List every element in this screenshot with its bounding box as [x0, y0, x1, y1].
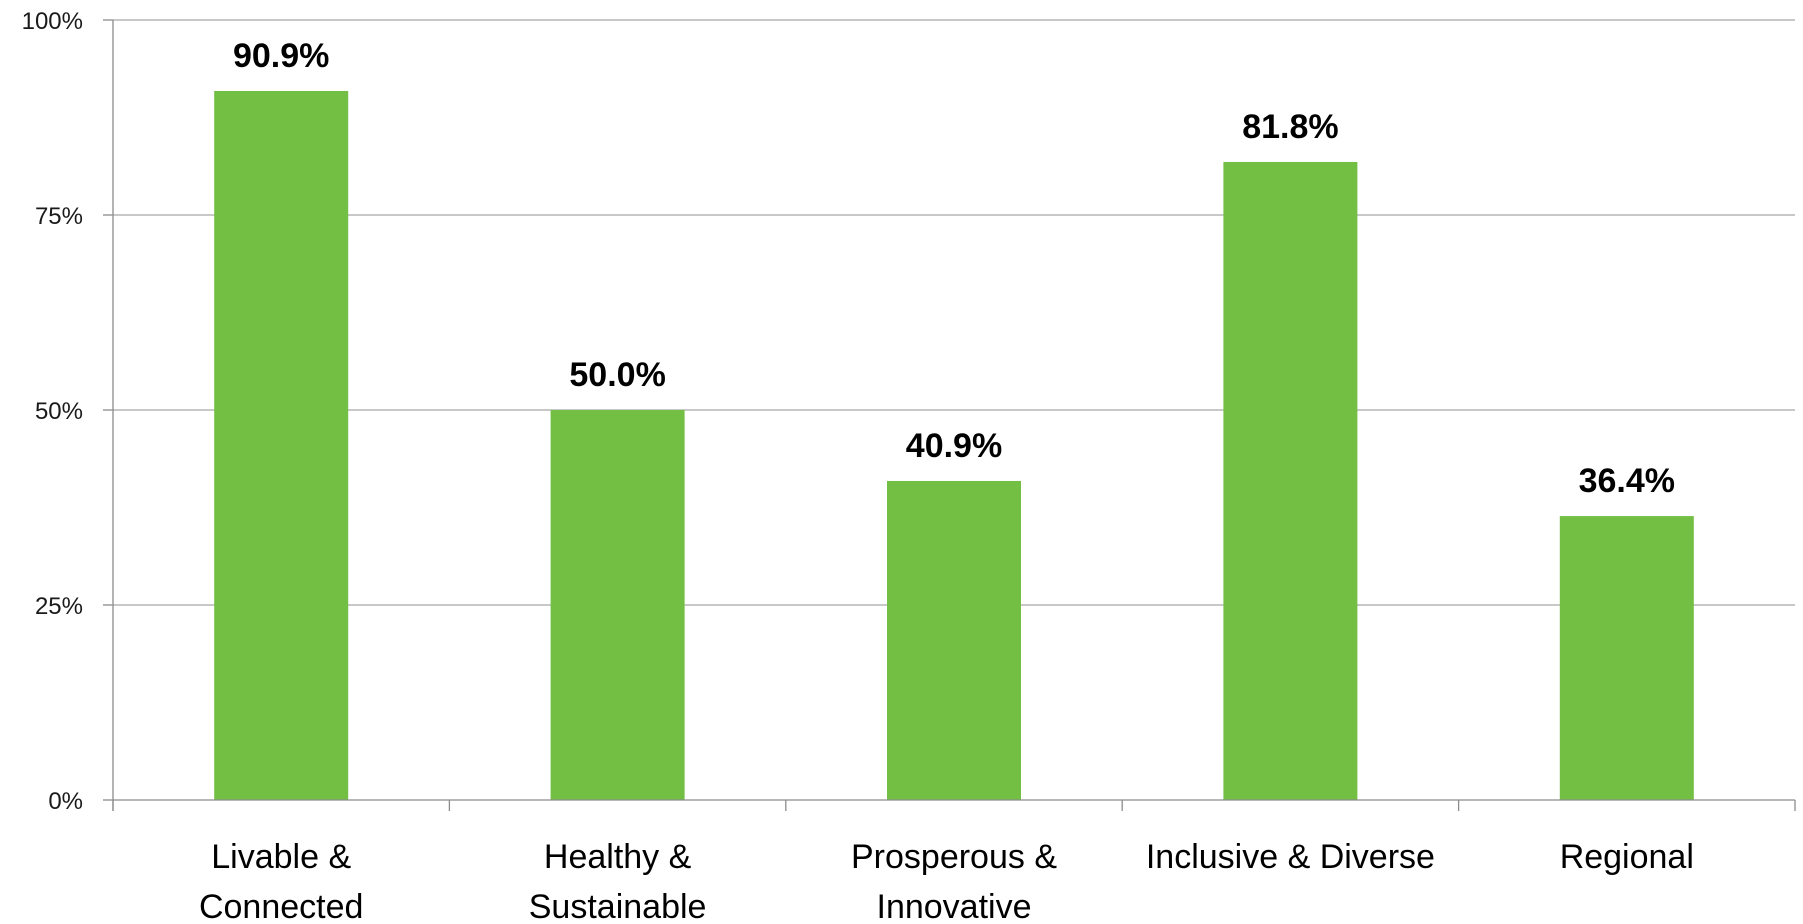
y-tick-label: 75%: [35, 203, 83, 230]
y-tick-label: 100%: [22, 8, 83, 35]
data-label: 40.9%: [906, 427, 1002, 465]
y-tick-label: 25%: [35, 593, 83, 620]
bar: [1559, 516, 1694, 800]
bar: [214, 90, 349, 801]
bars: [214, 90, 1694, 801]
x-tick-label: Prosperous & Innovative: [851, 838, 1057, 924]
x-tick-label: Livable & Connected: [199, 838, 363, 924]
y-tick-label: 0%: [48, 788, 83, 815]
bar: [550, 410, 685, 800]
y-tick-label: 50%: [35, 398, 83, 425]
data-label: 36.4%: [1579, 462, 1675, 500]
data-label: 81.8%: [1242, 108, 1338, 146]
axes: [103, 19, 1796, 811]
x-tick-label: Inclusive & Diverse: [1146, 838, 1435, 876]
bar: [887, 480, 1021, 800]
x-tick-label: Regional: [1560, 838, 1694, 876]
data-label: 90.9%: [233, 37, 329, 75]
labels: 0% 25% 50% 75% 100% 90.9% 50.0% 40.9% 81.8% 36.4%…: [22, 8, 1694, 924]
bar: [1223, 161, 1358, 800]
data-label: 50.0%: [569, 356, 665, 394]
x-tick-label: Healthy & Sustainable: [529, 838, 707, 924]
